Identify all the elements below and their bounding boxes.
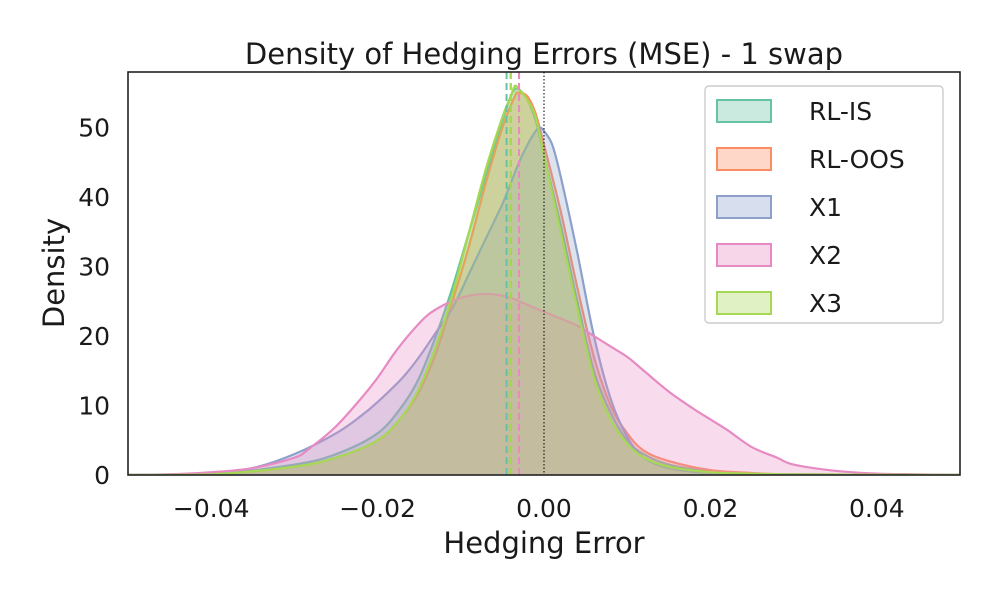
density-area-rl-oos <box>128 92 960 475</box>
x-axis-label: Hedging Error <box>443 526 644 560</box>
y-tick-label: 0 <box>94 461 110 490</box>
legend-swatch-rl-is <box>716 99 772 123</box>
legend-box <box>704 85 944 324</box>
legend-label-rl-oos: RL-OOS <box>809 145 905 174</box>
x-tick-label: −0.04 <box>173 494 250 523</box>
legend-label-rl-is: RL-IS <box>809 97 872 126</box>
y-axis: 0 10 20 30 40 50 <box>78 114 110 490</box>
plot-frame <box>127 71 961 476</box>
y-tick-label: 10 <box>78 392 110 421</box>
density-area-x3 <box>128 85 960 475</box>
x-tick-label: −0.02 <box>339 494 416 523</box>
density-line-x2 <box>128 292 960 475</box>
chart-title: Density of Hedging Errors (MSE) - 1 swap <box>245 37 843 71</box>
density-area-x1 <box>128 127 960 475</box>
y-axis-label: Density <box>37 218 71 328</box>
legend-label-x3: X3 <box>809 289 842 318</box>
y-tick-label: 40 <box>78 183 110 212</box>
y-tick-label: 30 <box>78 253 110 282</box>
x-tick-label: 0.02 <box>683 494 739 523</box>
x-tick-label: 0.04 <box>849 494 905 523</box>
y-tick-label: 20 <box>78 322 110 351</box>
density-area-rl-is <box>128 88 960 475</box>
legend-swatch-x3 <box>716 291 772 315</box>
plot-area <box>127 71 961 476</box>
legend-swatch-x1 <box>716 195 772 219</box>
x-axis: −0.04 −0.02 0.00 0.02 0.04 <box>173 494 905 523</box>
x-tick-label: 0.00 <box>516 494 572 523</box>
legend-label-x2: X2 <box>809 241 842 270</box>
y-tick-label: 50 <box>78 114 110 143</box>
legend-label-x1: X1 <box>809 193 842 222</box>
legend-swatch-x2 <box>716 243 772 267</box>
legend: RL-IS RL-OOS X1 X2 X3 <box>704 85 944 324</box>
legend-swatch-rl-oos <box>716 147 772 171</box>
